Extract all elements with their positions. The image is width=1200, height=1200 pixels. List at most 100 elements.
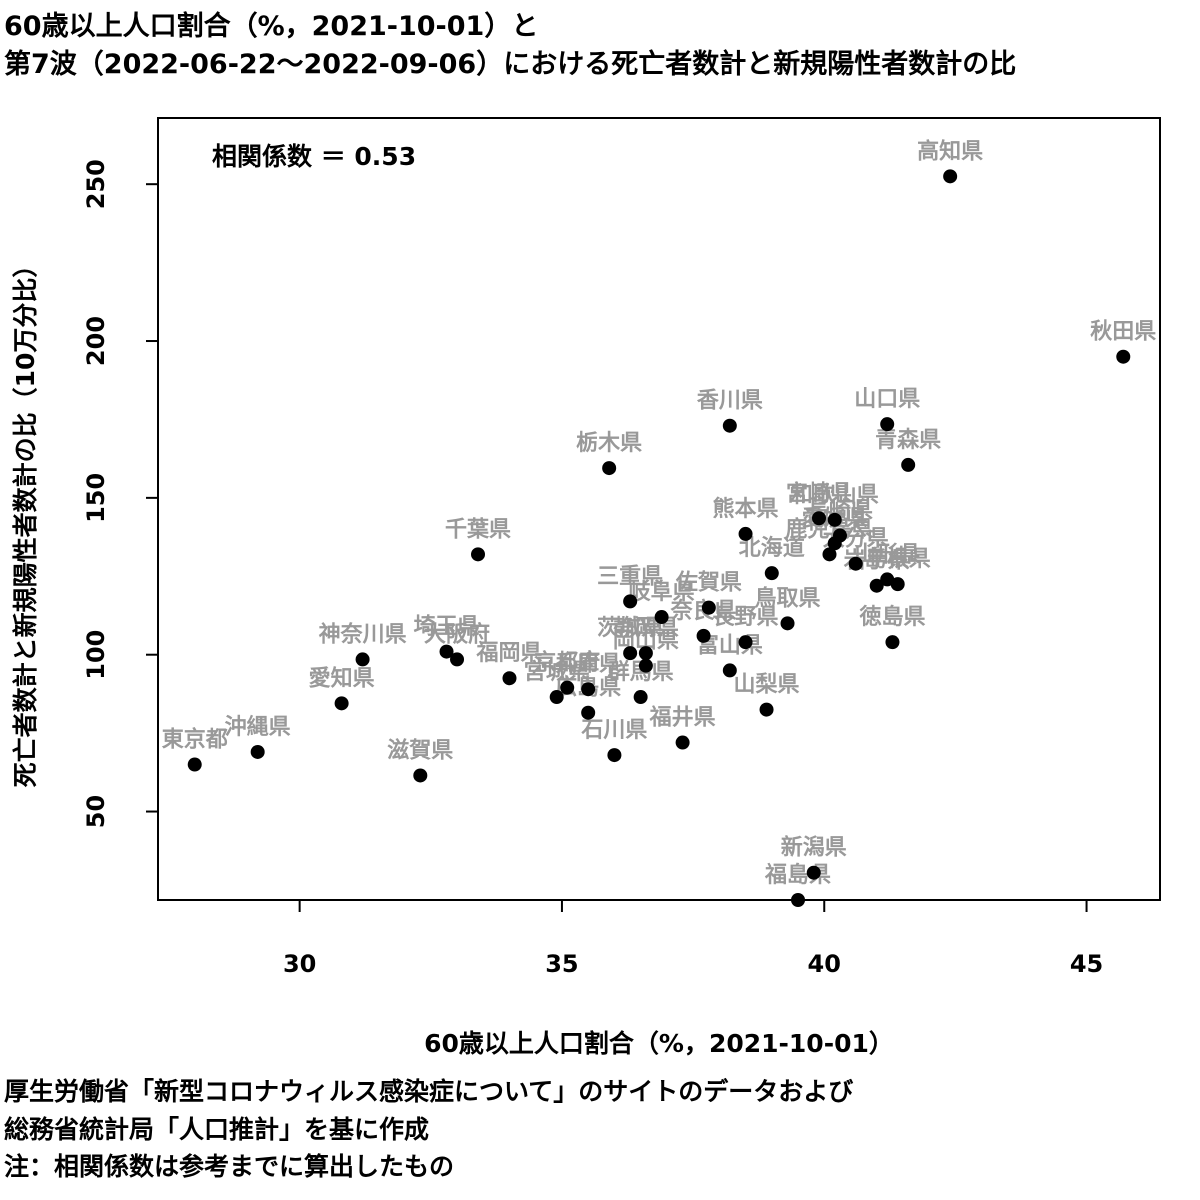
data-point (869, 578, 884, 593)
point-label: 福岡県 (475, 641, 542, 666)
point-label: 山形県 (854, 542, 920, 567)
point-label: 香川県 (697, 389, 763, 414)
data-point (822, 547, 837, 562)
data-point (581, 705, 596, 720)
data-point (581, 682, 596, 697)
y-tick-label: 50 (82, 795, 110, 828)
y-tick-label: 100 (82, 630, 110, 680)
x-axis-label: 60歳以上人口割合（%，2021-10-01） (424, 1029, 894, 1058)
data-point (791, 893, 806, 907)
data-point (250, 744, 265, 759)
point-label: 岐阜県 (629, 579, 695, 605)
point-label: 埼玉県 (414, 615, 480, 640)
plot-frame (157, 117, 1161, 901)
point-label: 鳥取県 (755, 585, 821, 611)
point-label: 宮城県 (524, 659, 590, 685)
point-label: 三重県 (597, 564, 663, 589)
point-label: 福島県 (764, 862, 831, 888)
point-label: 福井県 (649, 706, 716, 731)
data-point (638, 646, 653, 661)
data-point (607, 748, 622, 763)
data-point (738, 635, 753, 650)
point-label: 滋賀県 (387, 737, 453, 763)
data-point (602, 461, 617, 476)
point-label: 山梨県 (734, 673, 800, 698)
point-label: 兵庫県 (555, 651, 621, 677)
data-point (549, 690, 564, 705)
source-note-1: 厚生労働省「新型コロナウィルス感染症について」のサイトのデータおよび (4, 1077, 854, 1106)
point-label: 茨城県 (597, 615, 663, 641)
correlation-annotation: 相関係数 ＝ 0.53 (212, 142, 416, 171)
point-label: 熊本県 (713, 496, 779, 522)
data-point (722, 663, 737, 678)
y-tick-label: 150 (82, 473, 110, 523)
data-point (633, 690, 648, 705)
point-label: 愛知県 (309, 665, 375, 691)
point-label: 京都府 (534, 650, 600, 676)
point-label: 静岡県 (613, 615, 679, 641)
data-point (827, 512, 842, 527)
point-label: 秋田県 (1090, 320, 1156, 345)
data-point (450, 652, 465, 667)
point-label: 山口県 (854, 387, 920, 412)
data-point (943, 169, 958, 184)
point-label: 千葉県 (445, 517, 511, 542)
data-point (722, 418, 737, 433)
x-tick-label: 40 (808, 950, 841, 978)
point-label: 長野県 (713, 605, 779, 630)
data-point (780, 616, 795, 631)
data-point (738, 526, 753, 541)
y-axis: 50 100 150 200 250 (82, 159, 158, 828)
data-point (759, 702, 774, 717)
data-point (654, 610, 669, 625)
point-label: 島根県 (865, 546, 931, 572)
x-axis: 30 35 40 45 (283, 900, 1103, 978)
data-point (1116, 349, 1131, 364)
point-label: 宮崎県 (786, 480, 852, 506)
data-point (675, 735, 690, 750)
data-point (439, 644, 454, 659)
chart-title-line-2: 第7波（2022-06-22～2022-09-06）における死亡者数計と新規陽性… (4, 49, 1017, 80)
data-point (696, 628, 711, 643)
x-tick-label: 45 (1070, 950, 1103, 978)
data-point (560, 680, 575, 695)
x-tick-label: 35 (545, 950, 578, 978)
point-label: 青森県 (875, 427, 941, 453)
point-label: 沖縄県 (225, 715, 291, 740)
data-point (812, 511, 827, 526)
point-label: 東京都 (162, 726, 228, 752)
data-points (187, 169, 1131, 907)
point-label: 神奈川県 (319, 621, 407, 647)
data-point (885, 635, 900, 650)
data-point (701, 600, 716, 615)
data-point (890, 577, 905, 592)
point-label: 新潟県 (781, 835, 847, 861)
chart-title-line-1: 60歳以上人口割合（%，2021-10-01）と (4, 11, 539, 42)
data-point (471, 547, 486, 562)
data-point (334, 696, 349, 711)
data-point (502, 671, 517, 686)
point-labels: 東京都沖縄県愛知県神奈川県滋賀県埼玉県大阪府千葉県福岡県宮城県京都府広島県兵庫県… (162, 138, 1157, 888)
data-point (623, 646, 638, 661)
y-tick-label: 200 (82, 316, 110, 366)
x-tick-label: 30 (283, 950, 316, 978)
data-point (623, 594, 638, 609)
source-note-2: 総務省統計局「人口推計」を基に作成 (4, 1115, 430, 1144)
data-point (187, 757, 202, 772)
data-point (832, 528, 847, 543)
point-label: 栃木県 (576, 431, 642, 456)
data-point (880, 572, 895, 587)
y-axis-label: 死亡者数計と新規陽性者数計の比（10万分比） (11, 253, 40, 788)
point-label: 佐賀県 (675, 570, 742, 596)
point-label: 和歌山県 (791, 482, 879, 508)
data-point (901, 457, 916, 472)
point-label: 徳島県 (858, 604, 925, 630)
data-point (413, 768, 428, 783)
point-label: 石川県 (580, 718, 647, 743)
data-point (848, 556, 863, 571)
data-point (355, 652, 370, 667)
footnote: 注：相関係数は参考までに算出したもの (4, 1152, 455, 1181)
data-point (638, 658, 653, 673)
point-label: 大阪府 (424, 621, 490, 647)
